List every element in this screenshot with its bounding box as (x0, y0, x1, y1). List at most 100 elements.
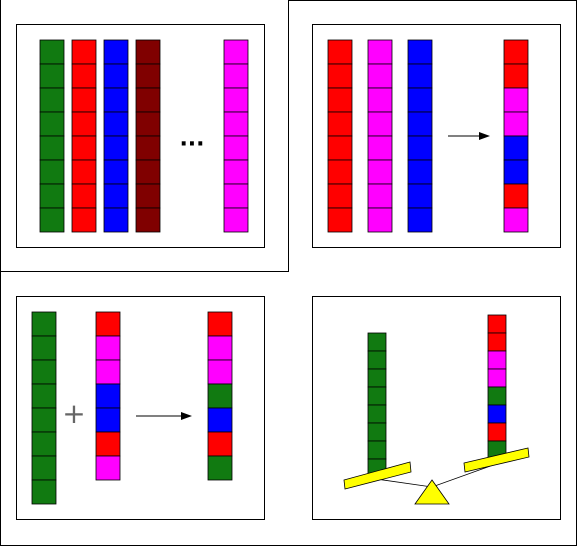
rod-magenta-cell (223, 63, 249, 89)
balance-right-pan (463, 447, 530, 473)
balance-left-rod-cell (367, 332, 387, 352)
input-rod-red-cell (327, 111, 353, 137)
plus-sign: + (62, 397, 85, 430)
rod-blue-cell (103, 63, 129, 89)
rod-maroon-cell (135, 63, 161, 89)
addend-rod-green-cell (31, 311, 57, 337)
mixed-stack-cell (503, 87, 529, 113)
rod-magenta-cell (223, 39, 249, 65)
input-rod-magenta-cell (367, 207, 393, 233)
rod-maroon-cell (135, 159, 161, 185)
input-rod-magenta-cell (367, 39, 393, 65)
rod-red-cell (71, 87, 97, 113)
mixed-stack-cell (503, 135, 529, 161)
sum-stack-cell (207, 431, 233, 457)
addend-stack-cell (95, 359, 121, 385)
input-rod-magenta-cell (367, 159, 393, 185)
input-rod-blue-cell (407, 183, 433, 209)
balance-left-rod-cell (367, 386, 387, 406)
rod-red-cell (71, 135, 97, 161)
input-rod-blue-cell (407, 87, 433, 113)
input-rod-magenta-cell (367, 111, 393, 137)
rod-green-cell (39, 135, 65, 161)
rod-green-cell (39, 111, 65, 137)
rod-red-cell (71, 39, 97, 65)
input-rod-red-cell (327, 207, 353, 233)
rod-red-cell (71, 111, 97, 137)
sum-stack-cell (207, 311, 233, 337)
addend-rod-green-cell (31, 431, 57, 457)
input-rod-blue-cell (407, 63, 433, 89)
addend-stack-cell (95, 311, 121, 337)
addend-stack-cell (95, 431, 121, 457)
rod-green-cell (39, 207, 65, 233)
input-rod-blue-cell (407, 39, 433, 65)
addend-rod-green-cell (31, 407, 57, 433)
outer-frame-topleft (0, 0, 289, 272)
rod-red-cell (71, 159, 97, 185)
addend-stack-cell (95, 407, 121, 433)
balance-right-stack-cell (487, 314, 507, 334)
input-rod-red-cell (327, 63, 353, 89)
input-rod-blue-cell (407, 159, 433, 185)
rod-maroon-cell (135, 135, 161, 161)
balance-right-stack-cell (487, 368, 507, 388)
balance-right-stack-cell (487, 332, 507, 352)
input-rod-blue-cell (407, 135, 433, 161)
rod-green-cell (39, 87, 65, 113)
rod-blue-cell (103, 39, 129, 65)
addend-rod-green-cell (31, 359, 57, 385)
rod-magenta-cell (223, 135, 249, 161)
rod-maroon-cell (135, 183, 161, 209)
mixed-stack-cell (503, 39, 529, 65)
rod-red-cell (71, 207, 97, 233)
balance-left-rod-cell (367, 440, 387, 460)
mixed-stack-cell (503, 111, 529, 137)
rod-green-cell (39, 159, 65, 185)
rod-blue-cell (103, 159, 129, 185)
rod-maroon-cell (135, 111, 161, 137)
balance-left-rod-cell (367, 368, 387, 388)
rod-green-cell (39, 39, 65, 65)
sum-stack-cell (207, 359, 233, 385)
addend-rod-green-cell (31, 335, 57, 361)
arrow-sum-head (181, 412, 192, 420)
balance-right-stack-cell (487, 350, 507, 370)
balance-left-rod-cell (367, 350, 387, 370)
arrow-mix-head (479, 132, 490, 140)
rod-red-cell (71, 183, 97, 209)
input-rod-blue-cell (407, 111, 433, 137)
mixed-stack-cell (503, 183, 529, 209)
addend-stack-cell (95, 383, 121, 409)
addend-stack-cell (95, 455, 121, 481)
mixed-stack-cell (503, 159, 529, 185)
balance-right-stack-cell (487, 404, 507, 424)
input-rod-red-cell (327, 135, 353, 161)
balance-left-pan (343, 461, 412, 490)
rod-magenta-cell (223, 87, 249, 113)
balance-left-rod-cell (367, 404, 387, 424)
rod-green-cell (39, 63, 65, 89)
rod-magenta-cell (223, 111, 249, 137)
mixed-stack-cell (503, 207, 529, 233)
input-rod-magenta-cell (367, 87, 393, 113)
rod-blue-cell (103, 207, 129, 233)
input-rod-red-cell (327, 39, 353, 65)
input-rod-magenta-cell (367, 63, 393, 89)
rod-maroon-cell (135, 207, 161, 233)
balance-right-stack-cell (487, 386, 507, 406)
rod-blue-cell (103, 135, 129, 161)
mixed-stack-cell (503, 63, 529, 89)
rod-red-cell (71, 63, 97, 89)
addend-rod-green-cell (31, 383, 57, 409)
input-rod-red-cell (327, 87, 353, 113)
rod-magenta-cell (223, 183, 249, 209)
ellipsis-label: ··· (179, 132, 204, 157)
balance-fulcrum (414, 479, 450, 505)
addend-stack-cell (95, 335, 121, 361)
balance-right-stack-cell (487, 422, 507, 442)
sum-stack-cell (207, 335, 233, 361)
addend-rod-green-cell (31, 479, 57, 505)
